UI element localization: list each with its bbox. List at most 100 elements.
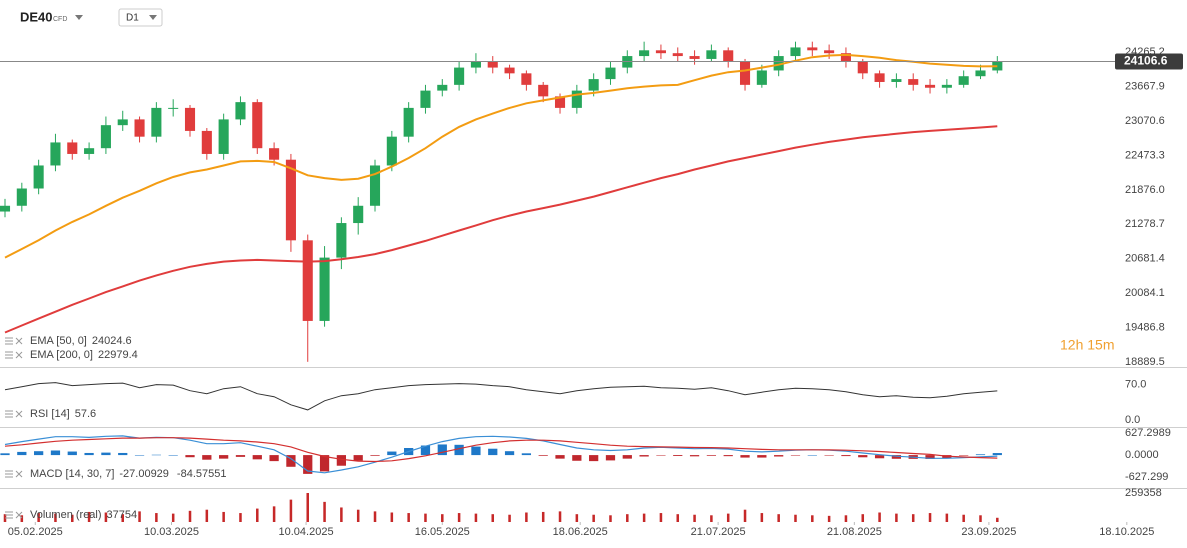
y-tick-label: -627.299: [1125, 471, 1168, 483]
x-tick-label: 21.08.2025: [827, 526, 882, 538]
volume-bar: [827, 515, 831, 522]
candle-body: [672, 53, 683, 57]
candle-body: [807, 47, 818, 51]
candle-body: [403, 107, 414, 137]
macd-histogram-bar: [471, 446, 481, 456]
candle-body: [285, 159, 296, 241]
x-tick-label: 05.02.2025: [8, 526, 63, 538]
legend-label: Volumen (real): [30, 509, 102, 521]
symbol[interactable]: DE40: [20, 9, 53, 24]
volume-bar: [609, 515, 612, 522]
price-tick-label: 20681.4: [1125, 253, 1165, 265]
volume-bar: [525, 512, 528, 522]
volume-bar: [996, 517, 999, 522]
price-tick-label: 21876.0: [1125, 184, 1165, 196]
volume-bar: [340, 507, 343, 522]
candle-body: [723, 50, 734, 62]
macd-histogram-bar: [723, 455, 733, 457]
volume-bar: [121, 514, 124, 522]
candle-body: [134, 119, 145, 137]
legend-value: 24024.6: [92, 335, 132, 347]
timeframe-box[interactable]: [118, 8, 163, 27]
candle-body: [84, 148, 95, 154]
candle-body: [201, 130, 212, 154]
price-tick-label: 18889.5: [1125, 356, 1165, 368]
price-tick-label: 22473.3: [1125, 149, 1165, 161]
volume-bar: [205, 509, 209, 522]
macd-histogram-bar: [555, 455, 565, 459]
macd-histogram-bar: [101, 452, 111, 456]
volume-bar: [592, 514, 595, 522]
volume-bar: [272, 506, 276, 522]
candle-body: [420, 90, 431, 108]
volume-bar: [407, 513, 410, 522]
volume-bar: [693, 514, 696, 522]
candle-body: [302, 240, 313, 321]
macd-histogram-bar: [689, 455, 700, 457]
legend-label: EMA [50, 0]: [30, 335, 87, 347]
volume-bar: [743, 509, 747, 522]
x-tick-label: 21.07.2025: [691, 526, 746, 538]
macd-histogram-bar: [790, 455, 801, 456]
macd-histogram-bar: [572, 455, 582, 461]
candle-body: [336, 223, 347, 258]
candle-body: [184, 107, 196, 131]
macd-histogram-bar: [252, 455, 262, 460]
candle-body: [773, 56, 784, 71]
macd-histogram-bar: [656, 455, 666, 456]
macd-histogram-bar: [807, 455, 817, 456]
macd-histogram-bar: [975, 454, 986, 456]
macd-histogram-bar: [185, 455, 195, 458]
volume-bar: [575, 514, 579, 522]
volume-bar: [777, 514, 780, 522]
candle-body: [840, 53, 851, 62]
volume-bar: [222, 511, 225, 522]
x-tick-label: 18.10.2025: [1099, 526, 1154, 538]
candle-body: [504, 67, 515, 74]
volume-bar: [188, 510, 192, 522]
macd-histogram-bar: [925, 455, 935, 459]
candle-body: [975, 70, 986, 77]
y-tick-label: 70.0: [1125, 379, 1146, 391]
candle-body: [319, 257, 330, 321]
candle-body: [891, 79, 902, 82]
candle-body: [588, 79, 599, 91]
macd-histogram-bar: [538, 455, 548, 456]
macd-histogram-bar: [134, 455, 145, 456]
volume-bar: [323, 501, 326, 522]
candle-body: [538, 84, 549, 97]
macd-histogram-bar: [757, 455, 767, 458]
candle-body: [33, 165, 44, 189]
macd-histogram-bar: [303, 455, 313, 474]
candle-body: [386, 136, 397, 166]
legend-label: MACD [14, 30, 7]: [30, 468, 114, 480]
candle-body: [739, 61, 751, 85]
timeframe[interactable]: D1: [126, 13, 139, 24]
macd-histogram-bar: [605, 455, 616, 461]
macd-histogram-bar: [504, 451, 515, 456]
macd-histogram-bar: [740, 455, 750, 458]
volume-bar: [811, 515, 814, 522]
current-price-tag: [1115, 53, 1183, 70]
x-tick-label: 16.05.2025: [415, 526, 470, 538]
legend-close: [15, 337, 23, 345]
candle-body: [874, 73, 885, 82]
macd-histogram-bar: [387, 451, 397, 456]
macd-histogram-bar: [437, 444, 447, 456]
price-tick-label: 23070.6: [1125, 115, 1165, 127]
timeframe-dropdown[interactable]: [149, 15, 157, 20]
volume-bar: [844, 515, 848, 522]
candle-countdown: 12h 15m: [1060, 337, 1114, 353]
legend-close: [15, 470, 23, 478]
volume-bar: [491, 514, 495, 522]
candle-body: [168, 107, 179, 109]
candle-body: [958, 76, 969, 85]
macd-histogram-bar: [639, 455, 649, 457]
candle-body: [353, 205, 364, 224]
symbol-dropdown[interactable]: [75, 15, 83, 20]
candle-body: [235, 102, 246, 120]
legend-icon: [5, 470, 23, 478]
price-tick-label: 19486.8: [1125, 321, 1165, 333]
volume-bar: [878, 512, 881, 522]
